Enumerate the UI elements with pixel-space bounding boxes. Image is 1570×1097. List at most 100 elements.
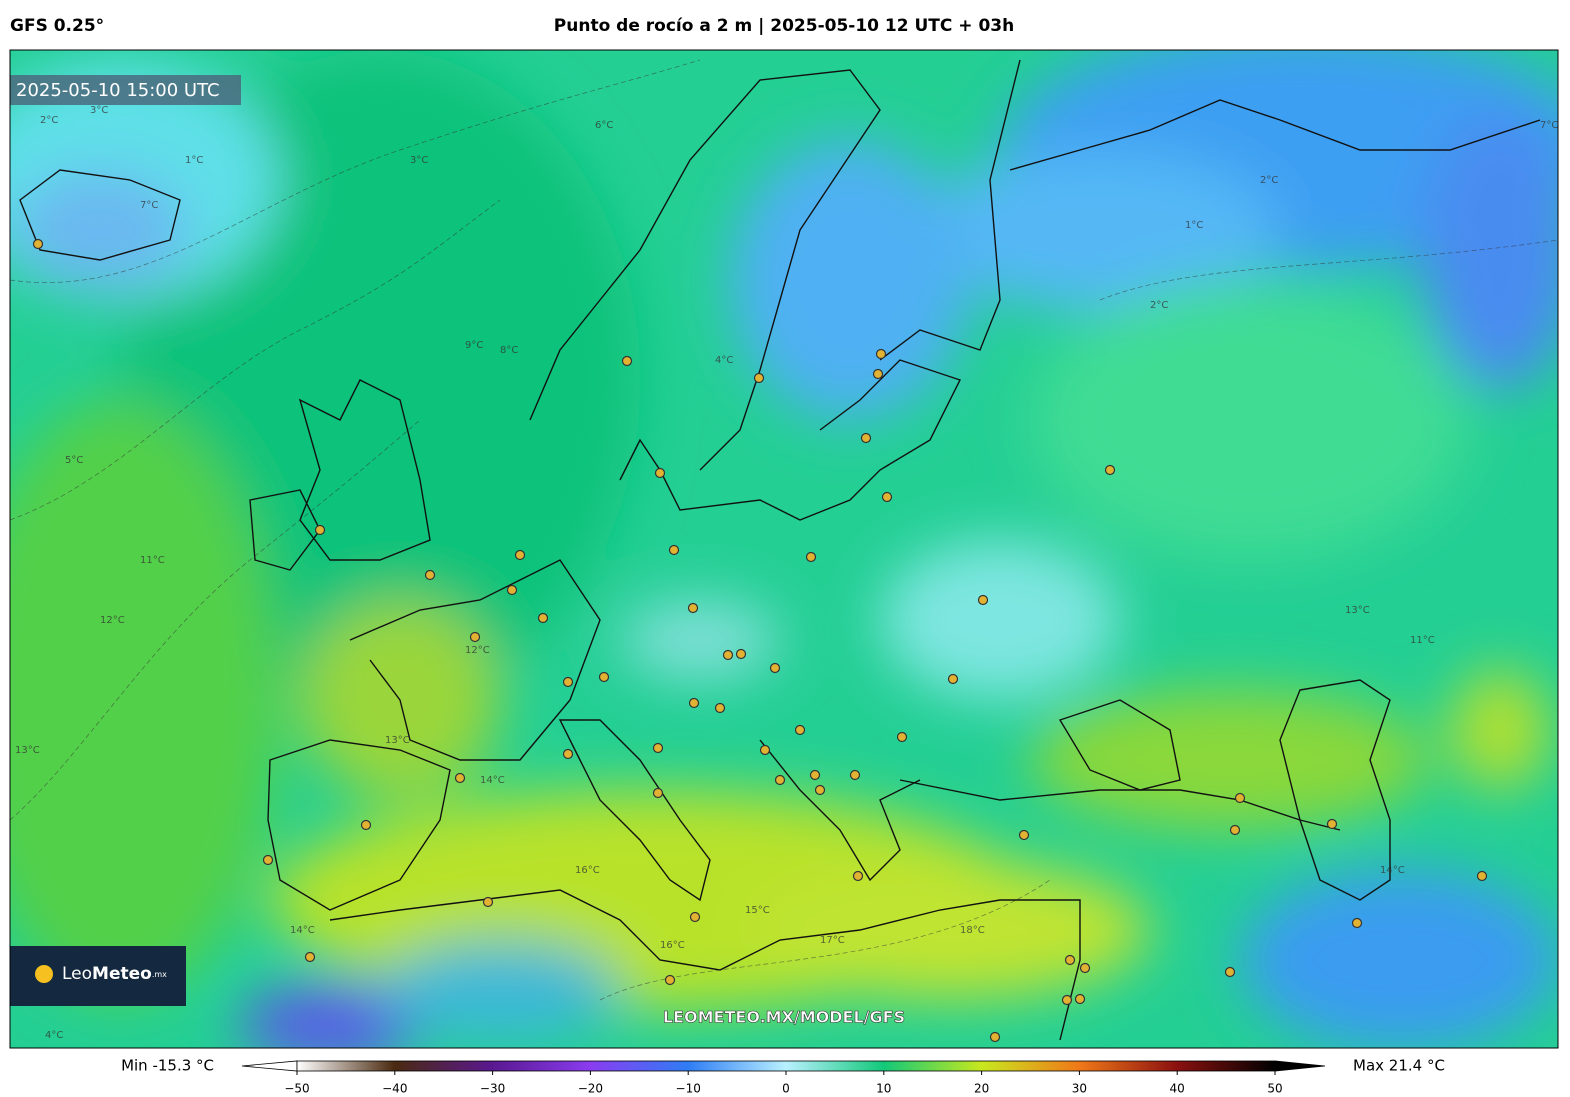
colorbar-tick-label: −40	[382, 1082, 407, 1096]
logo-suffix: .mx	[152, 970, 167, 979]
city-dot	[1234, 792, 1246, 804]
city-dot	[537, 612, 549, 624]
city-dot	[304, 951, 316, 963]
city-dot	[1104, 464, 1116, 476]
city-dot	[598, 671, 610, 683]
colorbar-tick-label: −30	[480, 1082, 505, 1096]
contour-label: 11°C	[1410, 635, 1435, 646]
city-dot	[689, 911, 701, 923]
city-dot	[753, 372, 765, 384]
contour-label: 1°C	[185, 155, 203, 166]
colorbar-tick-label: −10	[676, 1082, 701, 1096]
contour-label: 2°C	[1260, 175, 1278, 186]
colorbar-tick-label: 10	[876, 1082, 891, 1096]
contour-label: 3°C	[410, 155, 428, 166]
city-dot	[805, 551, 817, 563]
city-dot	[896, 731, 908, 743]
city-dot	[769, 662, 781, 674]
contour-label: 14°C	[1380, 865, 1405, 876]
watermark: LEOMETEO.MX/MODEL/GFS	[663, 1008, 905, 1027]
contour-label: 18°C	[960, 925, 985, 936]
city-dot	[875, 348, 887, 360]
map-frame	[9, 49, 1559, 1049]
city-dot	[809, 769, 821, 781]
contour-label: 2°C	[1150, 300, 1168, 311]
logo-text: LeoMeteo.mx	[62, 964, 167, 984]
city-dot	[947, 673, 959, 685]
field-shading	[10, 50, 1558, 1048]
colorbar-tick-label: −50	[284, 1082, 309, 1096]
colorbar: −50 −40 −30 −20 −10 0 10 20 30 40 50	[241, 1060, 1326, 1096]
city-dot	[814, 784, 826, 796]
city-dot	[1061, 994, 1073, 1006]
contour-label: 13°C	[1345, 605, 1370, 616]
city-dot	[664, 974, 676, 986]
contour-label: 13°C	[385, 735, 410, 746]
city-dots	[32, 238, 1488, 1043]
city-dot	[562, 676, 574, 688]
valid-time: 2025-05-10 15:00 UTC	[16, 80, 220, 101]
city-dot	[1018, 829, 1030, 841]
title: Punto de rocío a 2 m | 2025-05-10 12 UTC…	[554, 16, 1014, 36]
contour-label: 17°C	[820, 935, 845, 946]
city-dot	[989, 1031, 1001, 1043]
contour-label: 15°C	[745, 905, 770, 916]
city-dot	[562, 748, 574, 760]
city-dot	[621, 355, 633, 367]
model-label: GFS 0.25°	[10, 16, 104, 36]
contour-label: 16°C	[575, 865, 600, 876]
city-dot	[469, 631, 481, 643]
colorbar-low-extend	[241, 1060, 298, 1072]
city-dot	[1326, 818, 1338, 830]
city-dot	[454, 772, 466, 784]
contour-label: 14°C	[290, 925, 315, 936]
max-label: Max 21.4 °C	[1353, 1057, 1445, 1075]
city-dot	[860, 432, 872, 444]
city-dot	[1476, 870, 1488, 882]
city-dot	[314, 524, 326, 536]
contour-label: 4°C	[715, 355, 733, 366]
contour-label: 3°C	[90, 105, 108, 116]
city-dot	[482, 896, 494, 908]
city-dot	[1079, 962, 1091, 974]
colorbar-tick-label: 30	[1072, 1082, 1087, 1096]
city-dot	[424, 569, 436, 581]
city-dot	[32, 238, 44, 250]
city-dot	[1351, 917, 1363, 929]
city-dot	[849, 769, 861, 781]
city-dot	[506, 584, 518, 596]
logo-bold: Meteo	[92, 964, 152, 984]
time-box	[10, 75, 241, 105]
contour-label: 16°C	[660, 940, 685, 951]
city-dot	[759, 744, 771, 756]
min-label: Min -15.3 °C	[121, 1057, 214, 1075]
city-dot	[722, 649, 734, 661]
contour-label: 14°C	[480, 775, 505, 786]
colorbar-bar	[296, 1060, 1276, 1072]
city-dot	[668, 544, 680, 556]
logo-sun	[35, 965, 53, 983]
contour-label: 11°C	[140, 555, 165, 566]
city-dot	[774, 774, 786, 786]
map-area: 2°C 3°C 1°C 3°C 6°C 7°C 9°C 8°C 4°C 5°C 11°C 12°C 12…	[10, 50, 1558, 1048]
contour-label: 9°C	[465, 340, 483, 351]
colorbar-tick-label: 0	[782, 1082, 790, 1096]
logo-light: Leo	[62, 964, 92, 984]
city-dot	[1074, 993, 1086, 1005]
city-dot	[514, 549, 526, 561]
coastlines	[19, 59, 1541, 1041]
contour-label: 1°C	[1185, 220, 1203, 231]
city-dot	[688, 697, 700, 709]
contours	[10, 59, 1558, 1001]
city-dot	[1064, 954, 1076, 966]
contour-label: 13°C	[15, 745, 40, 756]
contour-label: 5°C	[65, 455, 83, 466]
colorbar-tick-label: −20	[578, 1082, 603, 1096]
city-dot	[852, 870, 864, 882]
city-dot	[1224, 966, 1236, 978]
city-dot	[654, 467, 666, 479]
city-dot	[360, 819, 372, 831]
city-dot	[794, 724, 806, 736]
